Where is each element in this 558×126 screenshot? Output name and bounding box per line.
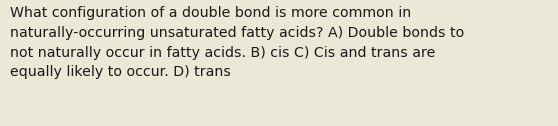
- Text: What configuration of a double bond is more common in
naturally-occurring unsatu: What configuration of a double bond is m…: [10, 6, 464, 80]
